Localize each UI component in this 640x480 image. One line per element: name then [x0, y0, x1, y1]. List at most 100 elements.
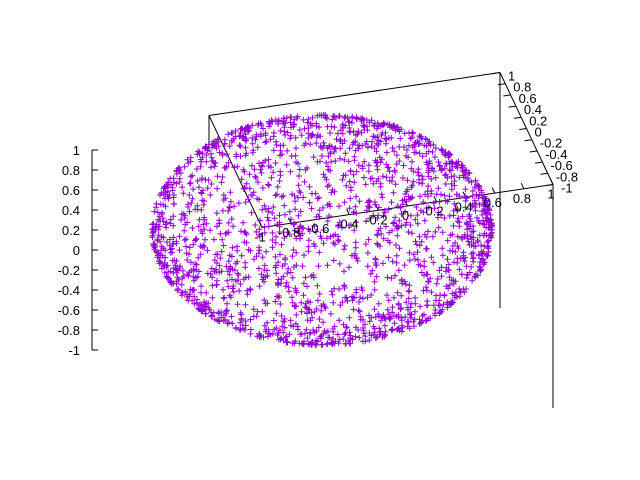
- data-point: [456, 223, 463, 230]
- data-point: [257, 217, 264, 224]
- data-point: [241, 229, 248, 235]
- data-point: [324, 340, 331, 347]
- data-point: [265, 217, 272, 224]
- data-point: [428, 165, 435, 171]
- data-point: [324, 218, 331, 224]
- data-point: [205, 141, 212, 148]
- data-point: [471, 197, 478, 204]
- data-point: [287, 119, 294, 126]
- data-point: [254, 195, 261, 202]
- data-point: [201, 226, 208, 233]
- data-point: [341, 137, 348, 144]
- data-point: [273, 262, 279, 269]
- data-point: [180, 190, 187, 197]
- data-point: [345, 158, 352, 165]
- data-point: [298, 132, 305, 139]
- data-point: [226, 204, 233, 210]
- data-point: [428, 254, 435, 261]
- data-point: [382, 135, 389, 142]
- data-point: [418, 133, 425, 140]
- data-point: [209, 274, 216, 281]
- data-point: [309, 114, 316, 121]
- data-point: [362, 181, 369, 188]
- data-point: [313, 140, 320, 147]
- data-point: [298, 331, 305, 337]
- data-point: [357, 313, 364, 320]
- data-point: [381, 207, 388, 214]
- data-point: [356, 334, 363, 341]
- y-axis-left-edge: [208, 115, 263, 228]
- y-tick-mark: [508, 105, 516, 108]
- data-point: [271, 215, 278, 222]
- data-point: [446, 274, 453, 281]
- data-point: [318, 112, 325, 119]
- data-point: [222, 308, 229, 315]
- data-point: [192, 237, 199, 244]
- data-point: [394, 289, 401, 296]
- data-point: [201, 198, 208, 204]
- data-point: [318, 144, 325, 151]
- data-point: [347, 222, 354, 228]
- data-point: [252, 136, 259, 143]
- data-point: [374, 241, 381, 248]
- data-point: [458, 162, 465, 169]
- data-point: [289, 274, 296, 281]
- data-point: [269, 229, 276, 236]
- data-point: [261, 223, 268, 230]
- data-point: [362, 241, 369, 248]
- data-point: [416, 242, 423, 249]
- data-point: [432, 312, 438, 319]
- data-point: [235, 200, 242, 207]
- data-point: [275, 281, 281, 287]
- data-point: [284, 147, 291, 154]
- data-point: [224, 320, 231, 327]
- data-point: [209, 312, 215, 319]
- data-point: [287, 135, 294, 142]
- data-point: [400, 175, 406, 181]
- data-point: [466, 170, 473, 177]
- data-point: [433, 292, 440, 299]
- data-point: [450, 222, 457, 229]
- z-tick-label: 1: [73, 143, 80, 158]
- data-point: [198, 283, 205, 290]
- data-point: [281, 315, 288, 322]
- data-point: [465, 178, 472, 184]
- data-point: [455, 245, 462, 252]
- data-point: [282, 334, 289, 341]
- data-point: [379, 194, 386, 201]
- data-point: [157, 251, 164, 258]
- x-tick-mark: [433, 195, 438, 202]
- data-point: [327, 310, 334, 317]
- data-point: [186, 180, 193, 187]
- data-point: [421, 217, 428, 224]
- data-point: [364, 263, 371, 270]
- y-tick-label: 1: [508, 69, 515, 84]
- data-point: [269, 237, 276, 243]
- data-point: [412, 300, 419, 307]
- data-point: [252, 222, 259, 228]
- data-point: [336, 317, 343, 324]
- data-point: [410, 318, 417, 325]
- data-point: [317, 133, 324, 140]
- x-tick-mark: [549, 178, 554, 185]
- data-point: [435, 209, 442, 216]
- data-point: [382, 223, 389, 230]
- data-point: [364, 294, 371, 301]
- data-point: [355, 307, 362, 314]
- data-point: [165, 195, 172, 202]
- data-point: [169, 184, 176, 191]
- data-point: [242, 199, 249, 206]
- data-point: [259, 206, 266, 213]
- data-point: [444, 237, 451, 244]
- data-point: [265, 163, 272, 169]
- data-point: [397, 135, 404, 142]
- data-point: [429, 233, 436, 240]
- data-point: [163, 224, 170, 231]
- data-point: [474, 272, 481, 279]
- data-point: [256, 244, 262, 251]
- data-point: [349, 297, 356, 304]
- data-point: [400, 162, 407, 169]
- data-point: [151, 208, 158, 215]
- data-point: [304, 165, 311, 171]
- data-point: [334, 331, 341, 338]
